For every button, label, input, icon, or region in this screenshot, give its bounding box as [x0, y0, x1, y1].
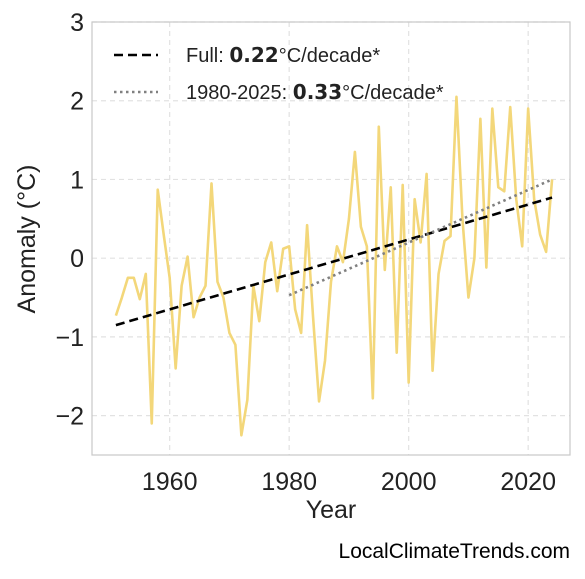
legend-recent-sep: :: [282, 82, 293, 104]
x-tick-labels: 1960 1980 2000 2020: [142, 468, 556, 496]
y-tick-label: −2: [55, 403, 84, 431]
trend-line-full: [115, 196, 553, 327]
y-tick-labels: −2 −1 0 1 2 3: [55, 9, 84, 431]
legend: Full: 0.22°C/decade* 1980-2025: 0.33°C/d…: [114, 43, 444, 104]
y-axis-label: Anomaly (°C): [13, 165, 41, 314]
legend-recent-unit: °C/decade*: [342, 82, 444, 104]
legend-full-sep: :: [218, 45, 229, 67]
legend-recent-value: 0.33: [293, 80, 342, 104]
watermark: LocalClimateTrends.com: [339, 540, 570, 563]
x-tick-label: 1960: [142, 468, 198, 496]
y-tick-label: 3: [70, 9, 84, 37]
series-line-anomaly: [114, 95, 554, 437]
x-tick-label: 2020: [500, 468, 556, 496]
plot-frame: [91, 21, 571, 456]
x-axis-label: Year: [306, 496, 357, 524]
x-tick-label: 2000: [381, 468, 437, 496]
plot-background: [92, 22, 570, 455]
legend-entry-full: Full: 0.22°C/decade*: [186, 43, 380, 67]
trend-lines: [115, 178, 553, 327]
series-group: [114, 95, 554, 437]
legend-entry-recent: 1980-2025: 0.33°C/decade*: [186, 80, 444, 104]
grid: [92, 21, 570, 455]
y-tick-label: 1: [70, 166, 84, 194]
y-tick-label: 0: [70, 245, 84, 273]
legend-full-name: Full: [186, 45, 218, 67]
legend-full-value: 0.22: [229, 43, 278, 67]
x-tick-label: 1980: [261, 468, 317, 496]
legend-full-unit: °C/decade*: [279, 45, 381, 67]
y-tick-label: −1: [55, 324, 84, 352]
legend-recent-name: 1980-2025: [186, 82, 282, 104]
y-tick-label: 2: [70, 88, 84, 116]
